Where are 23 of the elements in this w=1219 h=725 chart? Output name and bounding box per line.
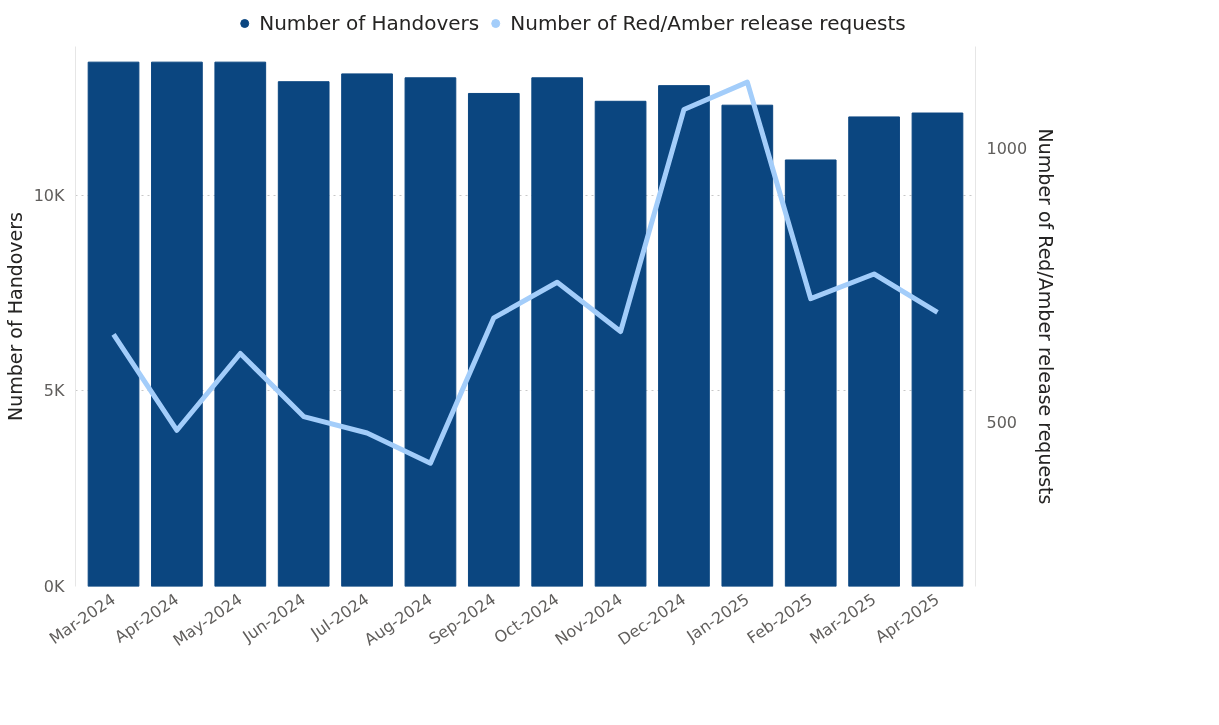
y-axis-title: Number of Handovers: [3, 211, 26, 422]
bar: [911, 112, 964, 587]
bar: [531, 77, 584, 587]
bar: [658, 85, 710, 587]
bar: [341, 73, 393, 587]
bar: [784, 159, 837, 587]
bar: [151, 61, 203, 587]
y-tick-label: 0K: [43, 577, 66, 596]
y-tick-label: 10K: [33, 185, 66, 205]
legend-label: Number of Red/Amber release requests: [510, 11, 906, 35]
bar: [277, 81, 330, 587]
bar: [848, 116, 900, 587]
bar: [404, 77, 457, 587]
legend-label: Number of Handovers: [259, 11, 480, 35]
bar: [721, 104, 774, 587]
bar: [87, 61, 140, 587]
bar: [214, 61, 267, 587]
y-tick-label: 5K: [43, 381, 66, 401]
bar: [594, 100, 647, 587]
y2-axis-title: Number of Red/Amber release requests: [1035, 128, 1058, 505]
y2-tick-label: 500: [986, 413, 1018, 433]
y2-tick-label: 1000: [986, 138, 1028, 158]
bar: [467, 92, 520, 587]
